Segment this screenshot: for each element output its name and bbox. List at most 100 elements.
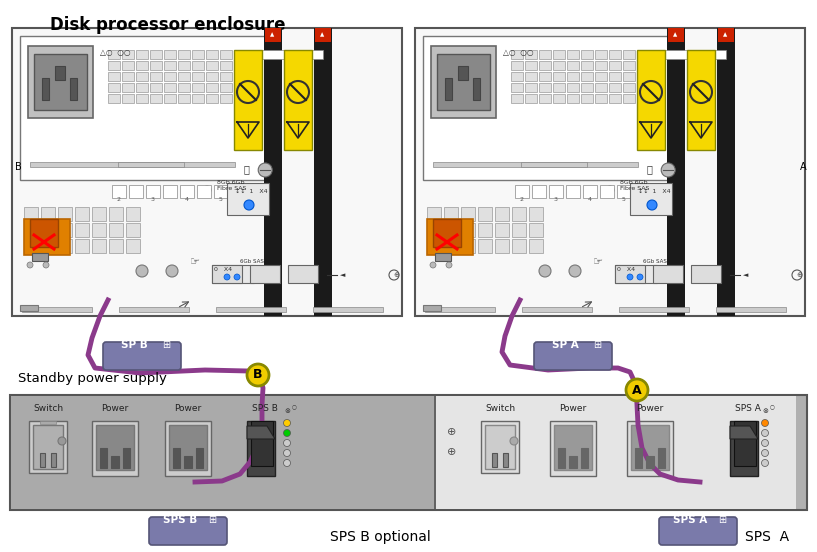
- Bar: [126, 223, 140, 237]
- Bar: [136, 94, 148, 103]
- Bar: [627, 421, 673, 476]
- Bar: [206, 72, 218, 81]
- Bar: [615, 265, 645, 283]
- Text: SPS  A: SPS A: [745, 530, 789, 544]
- Bar: [315, 28, 331, 42]
- Bar: [539, 83, 551, 92]
- Bar: [427, 223, 441, 237]
- Circle shape: [430, 262, 436, 268]
- Bar: [111, 456, 119, 468]
- Bar: [617, 185, 631, 198]
- Bar: [615, 265, 657, 283]
- Bar: [473, 78, 480, 100]
- Bar: [595, 83, 607, 92]
- Bar: [581, 72, 593, 81]
- Bar: [595, 72, 607, 81]
- Bar: [180, 185, 194, 198]
- Bar: [10, 395, 807, 510]
- Bar: [234, 50, 262, 150]
- Bar: [51, 453, 56, 467]
- Bar: [567, 83, 579, 92]
- Bar: [250, 50, 285, 59]
- Bar: [423, 36, 678, 180]
- Bar: [22, 307, 92, 312]
- Text: SP B: SP B: [121, 340, 147, 350]
- Bar: [444, 207, 458, 221]
- Text: SPS A: SPS A: [673, 515, 708, 525]
- Bar: [492, 453, 497, 467]
- Bar: [206, 83, 218, 92]
- Bar: [150, 72, 162, 81]
- Bar: [427, 219, 473, 255]
- Bar: [30, 219, 58, 247]
- Bar: [112, 185, 126, 198]
- Bar: [581, 50, 593, 59]
- Circle shape: [136, 265, 148, 277]
- Bar: [609, 94, 621, 103]
- Bar: [717, 28, 735, 316]
- Bar: [532, 185, 546, 198]
- Circle shape: [283, 420, 291, 427]
- Circle shape: [761, 439, 769, 447]
- Bar: [637, 94, 649, 103]
- Bar: [247, 421, 275, 476]
- Text: A: A: [800, 162, 806, 172]
- Bar: [192, 83, 204, 92]
- Bar: [415, 28, 805, 316]
- Bar: [119, 307, 189, 312]
- Bar: [220, 94, 232, 103]
- Bar: [427, 239, 441, 253]
- Circle shape: [224, 274, 230, 280]
- Text: 2: 2: [117, 197, 121, 202]
- Bar: [515, 185, 529, 198]
- Text: ⊗: ⊗: [762, 408, 768, 414]
- Text: 4: 4: [185, 197, 189, 202]
- Bar: [20, 36, 275, 180]
- Circle shape: [203, 186, 211, 194]
- Bar: [122, 94, 134, 103]
- Bar: [444, 223, 458, 237]
- Circle shape: [569, 265, 581, 277]
- FancyBboxPatch shape: [103, 342, 181, 370]
- Bar: [164, 72, 176, 81]
- Bar: [32, 253, 48, 261]
- Polygon shape: [730, 426, 758, 439]
- Bar: [234, 94, 246, 103]
- Text: ⏚: ⏚: [243, 164, 249, 174]
- Bar: [623, 83, 635, 92]
- Bar: [192, 94, 204, 103]
- Bar: [461, 239, 475, 253]
- Bar: [481, 421, 519, 473]
- Circle shape: [283, 459, 291, 466]
- Bar: [609, 83, 621, 92]
- Bar: [525, 72, 537, 81]
- Bar: [234, 50, 246, 59]
- Text: B: B: [253, 369, 263, 381]
- Bar: [165, 421, 211, 476]
- Text: SP A: SP A: [551, 340, 578, 350]
- Bar: [525, 94, 537, 103]
- Bar: [667, 28, 685, 316]
- Bar: [553, 61, 565, 70]
- Circle shape: [761, 420, 769, 427]
- Bar: [553, 83, 565, 92]
- Bar: [716, 307, 786, 312]
- Bar: [595, 61, 607, 70]
- Circle shape: [283, 439, 291, 447]
- Bar: [118, 162, 184, 167]
- Text: ☞: ☞: [593, 257, 603, 267]
- Bar: [192, 50, 204, 59]
- Bar: [553, 72, 565, 81]
- Bar: [653, 50, 688, 59]
- Bar: [653, 265, 683, 283]
- Bar: [58, 223, 72, 237]
- Bar: [108, 50, 120, 59]
- Bar: [623, 61, 635, 70]
- Bar: [511, 83, 523, 92]
- Text: SPS A: SPS A: [735, 404, 761, 413]
- Bar: [109, 239, 123, 253]
- Bar: [178, 94, 190, 103]
- Bar: [129, 185, 143, 198]
- Bar: [164, 50, 176, 59]
- Bar: [567, 94, 579, 103]
